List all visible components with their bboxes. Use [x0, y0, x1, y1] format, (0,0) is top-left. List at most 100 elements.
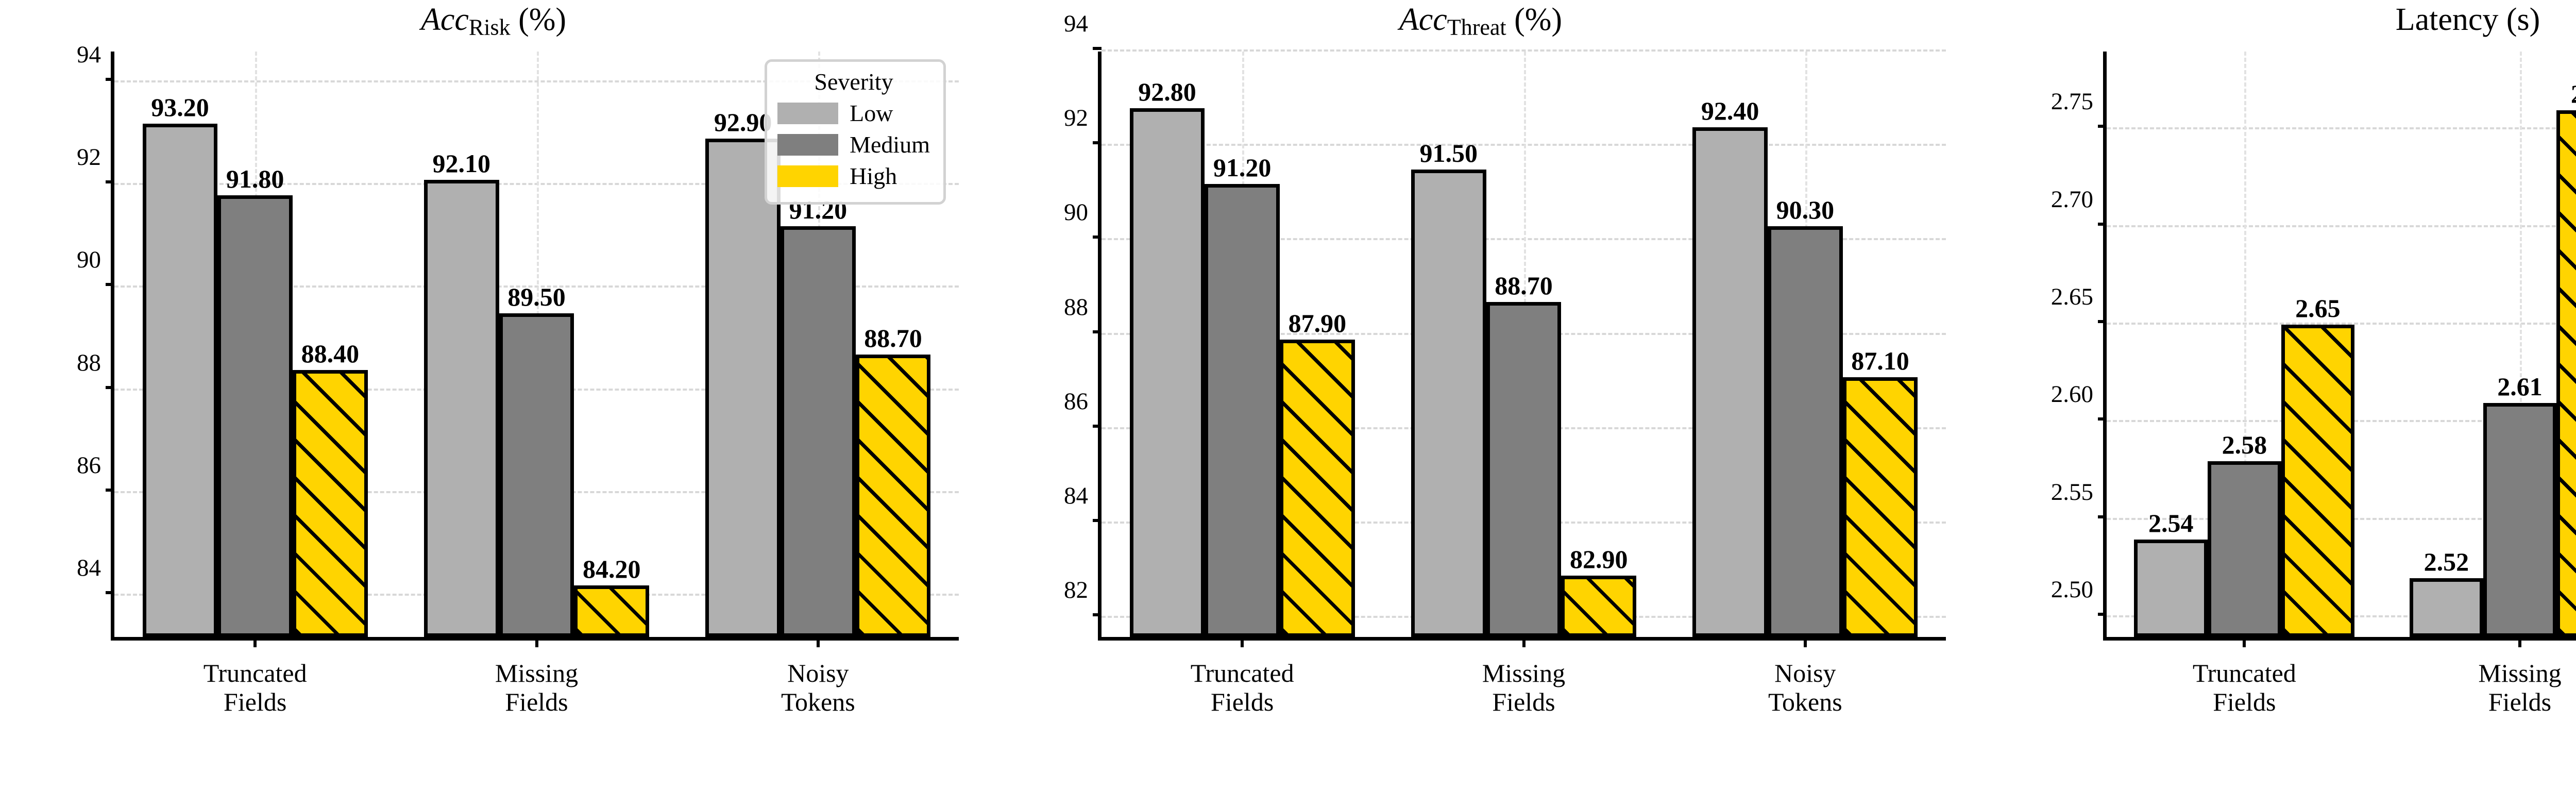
y-tick-mark — [2098, 125, 2107, 128]
title-suffix: (%) — [1506, 2, 1563, 37]
chart-panel-acc-risk: AccRisk (%) 84 86 88 90 92 94 Truncated Fields 93… — [0, 0, 987, 790]
y-tick-label: 2.75 — [2050, 88, 2093, 115]
y-tick-label: 90 — [1064, 199, 1088, 226]
x-tick-label-line: Truncated — [203, 659, 307, 687]
y-tick-mark — [106, 283, 114, 287]
y-tick-mark — [2098, 222, 2107, 226]
legend-item-medium[interactable]: Medium — [777, 131, 930, 158]
y-tick-mark — [2098, 320, 2107, 324]
y-tick-label: 2.55 — [2050, 478, 2093, 506]
bar-acc-risk-med-0[interactable]: 91.80 — [217, 164, 293, 637]
y-tick-label: 94 — [1064, 10, 1088, 37]
bar-value-label: 93.20 — [151, 92, 209, 122]
y-tick-label: 92 — [1064, 105, 1088, 132]
y-tick-mark — [1093, 330, 1101, 333]
x-tick-label-line: Fields — [1492, 687, 1555, 716]
x-tick-label-line: Missing — [2478, 659, 2562, 687]
x-tick-label-line: Truncated — [1190, 659, 1294, 687]
bar-acc-risk-med-1[interactable]: 89.50 — [499, 282, 574, 637]
y-gridline — [2107, 225, 2576, 227]
x-tick-label-line: Fields — [224, 687, 287, 716]
bar-acc-risk-low-0[interactable]: 93.20 — [142, 93, 218, 637]
x-tick-label: Missing Fields — [2478, 659, 2561, 716]
bar-acc-threat-med-1[interactable]: 88.70 — [1486, 271, 1562, 637]
bar-value-label: 2.52 — [2424, 547, 2469, 577]
x-tick-mark — [535, 637, 538, 647]
y-tick-label: 82 — [1064, 577, 1088, 604]
legend-item-high[interactable]: High — [777, 162, 930, 190]
x-tick-label: Truncated Fields — [2193, 659, 2296, 716]
title-suffix: (%) — [510, 2, 567, 37]
bar-acc-threat-high-1[interactable]: 82.90 — [1561, 545, 1637, 637]
x-tick-label-line: Missing — [1482, 659, 1566, 687]
bar-value-label: 87.90 — [1288, 308, 1347, 338]
bar-acc-risk-high-2[interactable]: 88.70 — [855, 324, 931, 637]
x-tick-label-line: Noisy — [787, 659, 849, 687]
legend-item-low[interactable]: Low — [777, 99, 930, 127]
y-tick-mark — [106, 180, 114, 184]
y-tick-mark — [106, 488, 114, 492]
bar-acc-risk-low-2[interactable]: 92.90 — [705, 108, 781, 637]
bar-value-label: 91.80 — [226, 164, 284, 194]
bar-value-label: 87.10 — [1851, 346, 1909, 376]
x-tick-mark — [1803, 637, 1807, 647]
bar-value-label: 91.50 — [1419, 139, 1478, 168]
title-text: Latency (s) — [2395, 2, 2540, 37]
legend-swatch-icon — [777, 102, 839, 124]
y-tick-label: 84 — [1064, 482, 1088, 510]
bar-latency-low-1[interactable]: 2.52 — [2410, 547, 2483, 637]
bar-value-label: 88.70 — [864, 323, 922, 352]
bar-acc-risk-low-1[interactable]: 92.10 — [423, 149, 499, 637]
bar-value-label: 92.40 — [1701, 96, 1759, 125]
y-tick-label: 94 — [77, 41, 101, 68]
bar-acc-threat-high-2[interactable]: 87.10 — [1842, 346, 1918, 637]
bar-value-label: 92.90 — [714, 108, 772, 137]
bar-latency-high-0[interactable]: 2.65 — [2281, 294, 2355, 637]
x-tick-mark — [1522, 637, 1526, 647]
chart-title-latency: Latency (s) — [1974, 3, 2576, 37]
bar-acc-threat-high-0[interactable]: 87.90 — [1280, 309, 1355, 637]
y-tick-mark — [2098, 417, 2107, 421]
chart-title-acc-risk: AccRisk (%) — [0, 3, 987, 40]
y-tick-mark — [1093, 141, 1101, 145]
y-tick-mark — [2098, 613, 2107, 616]
bar-latency-med-0[interactable]: 2.58 — [2208, 430, 2281, 637]
y-tick-mark — [106, 385, 114, 389]
bar-acc-threat-med-0[interactable]: 91.20 — [1205, 153, 1280, 637]
title-main: Acc — [420, 2, 469, 37]
bar-latency-low-0[interactable]: 2.54 — [2134, 509, 2208, 637]
x-tick-label-line: Missing — [495, 659, 579, 687]
y-tick-label: 90 — [77, 246, 101, 274]
y-tick-mark — [1093, 613, 1101, 617]
bar-value-label: 92.10 — [432, 149, 491, 178]
bar-acc-threat-low-1[interactable]: 91.50 — [1411, 139, 1486, 637]
title-subscript: Threat — [1447, 14, 1506, 40]
x-tick-label: Missing Fields — [495, 659, 578, 716]
y-tick-mark — [1093, 47, 1101, 50]
y-tick-label: 88 — [77, 349, 101, 376]
y-tick-label: 2.50 — [2050, 576, 2093, 603]
y-gridline — [1101, 49, 1946, 52]
y-tick-label: 2.60 — [2050, 381, 2093, 408]
legend-swatch-icon — [777, 165, 839, 187]
bar-acc-risk-high-0[interactable]: 88.40 — [293, 339, 368, 637]
y-tick-label: 88 — [1064, 293, 1088, 321]
y-tick-label: 86 — [77, 451, 101, 479]
legend-title: Severity — [814, 69, 893, 95]
bar-acc-threat-med-2[interactable]: 90.30 — [1767, 195, 1843, 637]
bar-acc-threat-low-2[interactable]: 92.40 — [1692, 96, 1768, 637]
x-tick-mark — [2243, 637, 2246, 647]
y-gridline — [1101, 144, 1946, 146]
chart-panel-latency: Latency (s) 2.50 2.55 2.60 2.65 2.70 2.75 Trunc… — [1974, 0, 2576, 790]
plot-area-latency: 2.50 2.55 2.60 2.65 2.70 2.75 Truncated Fields 2… — [2051, 52, 2576, 716]
legend-swatch-icon — [777, 133, 839, 156]
bar-latency-med-1[interactable]: 2.61 — [2483, 372, 2557, 637]
bar-acc-risk-high-1[interactable]: 84.20 — [574, 554, 650, 637]
bar-latency-high-1[interactable]: 2.76 — [2556, 79, 2576, 637]
bar-acc-risk-med-2[interactable]: 91.20 — [780, 195, 856, 637]
bar-acc-threat-low-0[interactable]: 92.80 — [1129, 77, 1205, 637]
x-tick-label-line: Noisy — [1774, 659, 1836, 687]
bar-value-label: 2.61 — [2497, 372, 2543, 401]
bar-value-label: 92.80 — [1138, 77, 1196, 106]
